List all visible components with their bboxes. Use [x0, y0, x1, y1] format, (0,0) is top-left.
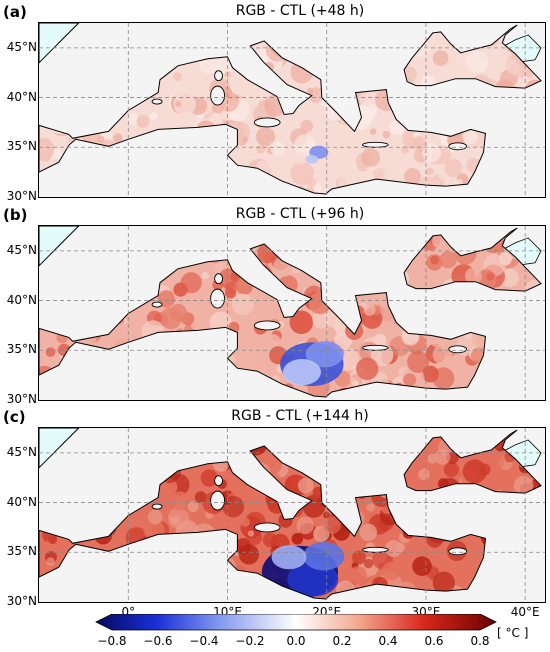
panel-title: RGB - CTL (+144 h) [231, 408, 369, 424]
lat-tick-label: 35°N [6, 342, 37, 357]
panel-letter: (a) [3, 3, 27, 21]
lat-tick-label: 40°N [6, 89, 37, 104]
colorbar-tick-label: 0.6 [424, 634, 444, 648]
atlantic-area [39, 428, 80, 469]
island [214, 70, 223, 82]
sst-difference-map [39, 428, 545, 602]
coastline [403, 24, 542, 89]
map-frame [38, 427, 546, 603]
island [448, 142, 468, 151]
lat-tick-label: 35°N [6, 139, 37, 154]
island [210, 288, 225, 309]
map-frame [38, 225, 546, 401]
colorbar-tick-label: 0.2 [332, 634, 352, 648]
island [210, 85, 225, 106]
island [214, 273, 223, 285]
lat-tick-label: 40°N [6, 494, 37, 509]
island [361, 141, 389, 148]
panel-letter: (b) [3, 206, 28, 224]
lat-tick-label: 45°N [6, 242, 37, 257]
coastline [403, 227, 542, 292]
island [361, 344, 389, 351]
lat-tick-label: 30°N [6, 189, 37, 203]
atlantic-area [39, 226, 80, 267]
map-panel-1: (a) RGB - CTL (+48 h) 30°N 35°N 40°N 45°N [0, 0, 550, 203]
island [151, 301, 163, 308]
sea-field [39, 430, 541, 600]
map-frame [38, 22, 546, 198]
island [253, 522, 281, 533]
lat-tick-label: 45°N [6, 39, 37, 54]
panel-letter: (c) [3, 408, 26, 426]
island [361, 546, 389, 553]
coastline [39, 40, 487, 195]
island [253, 117, 281, 128]
lat-tick-label: 45°N [6, 444, 37, 459]
coastline [403, 429, 542, 494]
colorbar-bar [95, 613, 497, 631]
colorbar: −0.8 −0.6 −0.4 −0.2 0.0 0.2 0.4 0.6 0.8 [ °C ] [0, 613, 550, 652]
colorbar-tick-label: −0.4 [189, 634, 219, 648]
lat-tick-label: 35°N [6, 544, 37, 559]
island [151, 503, 163, 510]
atlantic-area [39, 23, 80, 64]
colorbar-unit: [ °C ] [497, 626, 529, 640]
colorbar-tick-label: −0.8 [97, 634, 127, 648]
panel-title: RGB - CTL (+96 h) [235, 206, 365, 222]
coastline [39, 243, 487, 398]
colorbar-tick-label: 0.8 [470, 634, 490, 648]
colorbar-tick-label: 0.4 [378, 634, 398, 648]
lon-tick-label: 40°E [510, 605, 540, 619]
lat-tick-label: 30°N [6, 594, 37, 608]
colorbar-tick-label: −0.2 [235, 634, 265, 648]
island [253, 320, 281, 331]
sst-difference-map [39, 226, 545, 400]
island [210, 490, 225, 511]
lat-tick-label: 40°N [6, 292, 37, 307]
panel-title: RGB - CTL (+48 h) [235, 3, 365, 19]
sst-difference-map [39, 23, 545, 197]
map-panel-2: (b) RGB - CTL (+96 h) 30°N 35°N 40°N 45°N [0, 203, 550, 406]
island [448, 345, 468, 354]
island [151, 98, 163, 105]
colorbar-tick-label: 0.0 [286, 634, 306, 648]
island [214, 475, 223, 487]
map-panel-3: (c) RGB - CTL (+144 h) 30°N 35°N 40°N 45°N 0° 1… [0, 405, 550, 619]
sea-field [39, 25, 541, 195]
island [448, 547, 468, 556]
sea-field [39, 228, 541, 398]
lat-tick-label: 30°N [6, 392, 37, 406]
coastline [39, 445, 487, 600]
colorbar-tick-label: −0.6 [143, 634, 173, 648]
